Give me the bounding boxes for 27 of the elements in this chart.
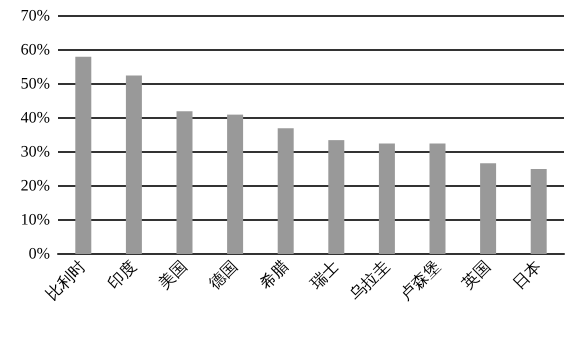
bar: [430, 144, 446, 254]
y-tick-label: 40%: [20, 110, 50, 126]
y-tick-label: 20%: [20, 178, 50, 194]
y-tick-label: 0%: [28, 246, 50, 262]
x-tick-label: 卢森堡: [396, 257, 444, 304]
x-tick-label: 英国: [458, 257, 494, 293]
x-tick-label: 美国: [155, 257, 191, 293]
bar: [126, 76, 142, 254]
y-tick-label: 10%: [20, 212, 50, 228]
x-tick-label: 瑞士: [306, 257, 342, 293]
bar: [176, 111, 192, 254]
x-tick-label: 乌拉圭: [346, 257, 393, 304]
bar: [75, 56, 92, 254]
y-tick-label: 50%: [20, 76, 50, 92]
bar: [227, 114, 244, 254]
x-tick-label: 日本: [509, 257, 545, 293]
bar: [530, 169, 547, 254]
y-tick-label: 70%: [20, 8, 50, 24]
bar: [378, 144, 395, 254]
bar: [278, 128, 294, 254]
bar: [480, 163, 496, 254]
y-tick-label: 60%: [20, 42, 50, 58]
x-tick-label: 希腊: [256, 257, 292, 293]
y-tick-label: 30%: [20, 144, 50, 160]
bar: [328, 140, 344, 254]
x-tick-label: 德国: [206, 258, 242, 293]
x-tick-label: 印度: [104, 257, 140, 293]
